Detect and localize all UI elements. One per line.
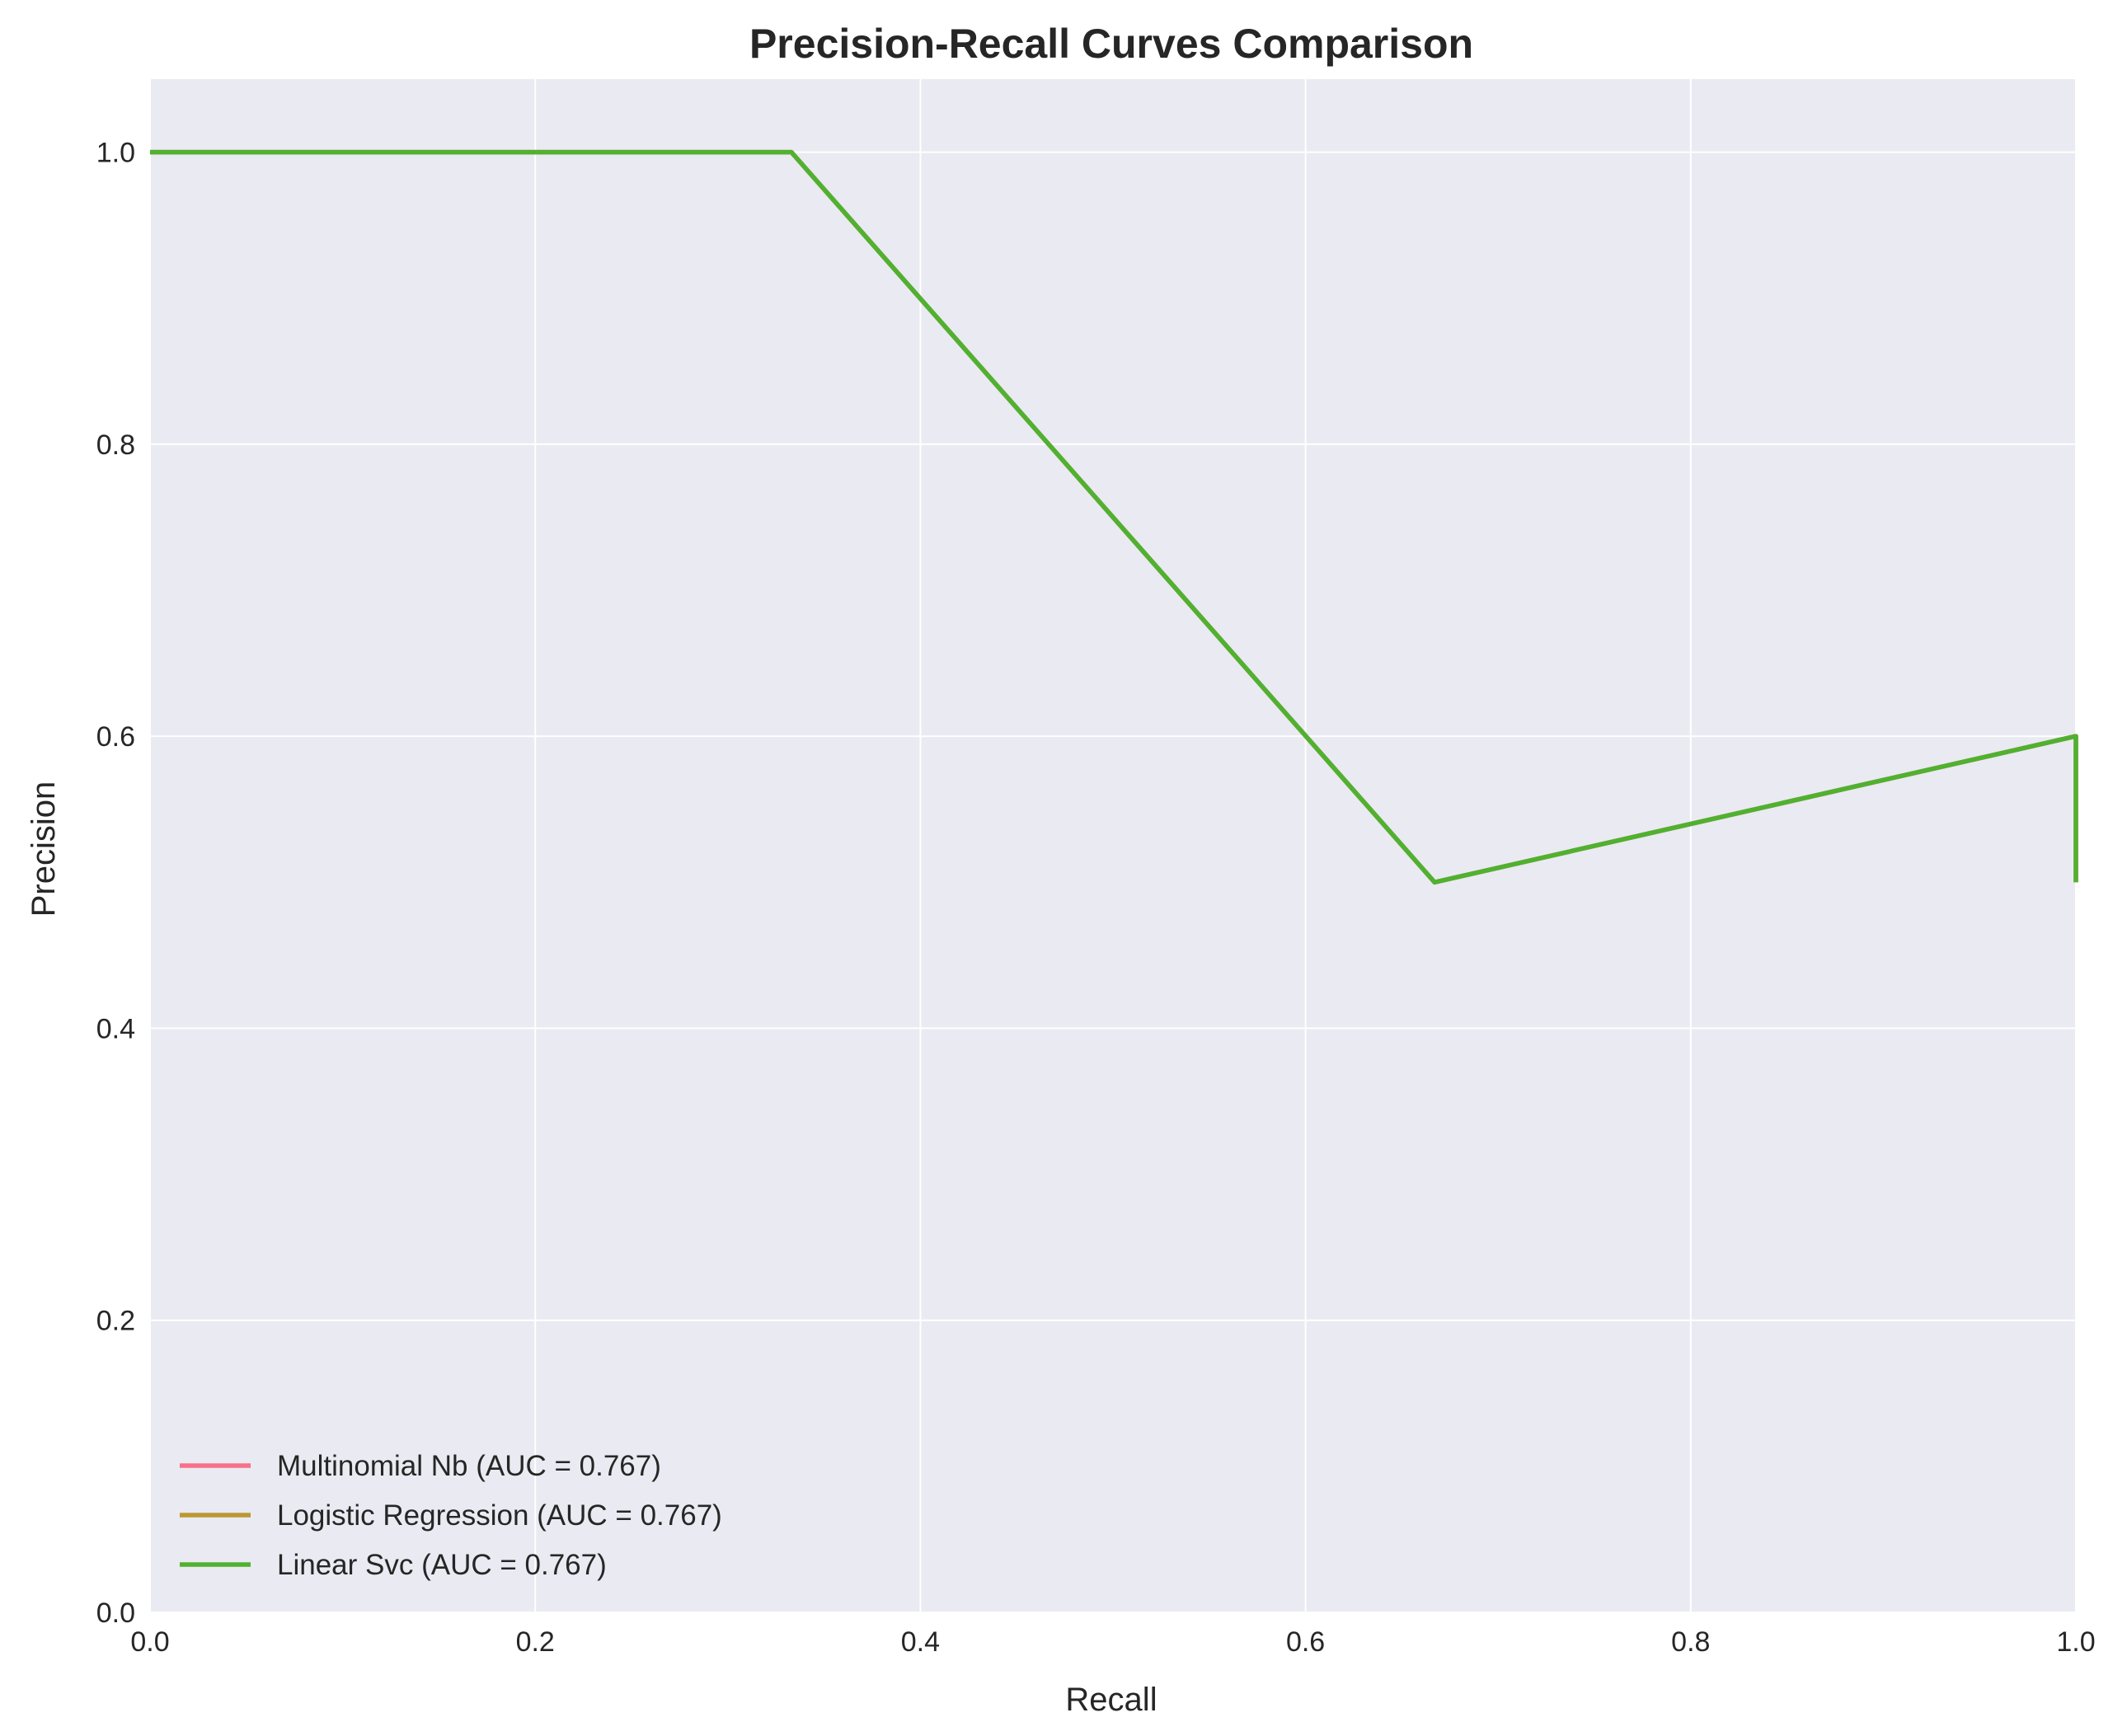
- y-tick-label: 0.6: [96, 721, 135, 753]
- x-tick-label: 0.6: [1286, 1626, 1325, 1658]
- y-tick-label: 0.0: [96, 1598, 135, 1629]
- x-tick-label: 1.0: [2056, 1626, 2095, 1658]
- y-tick-label: 0.4: [96, 1013, 135, 1044]
- legend: Multinomial Nb (AUC = 0.767) Logistic Reg…: [180, 1450, 722, 1581]
- x-tick-labels: 0.0 0.2 0.4 0.6 0.8 1.0: [130, 1626, 2095, 1658]
- y-tick-label: 1.0: [96, 138, 135, 169]
- legend-entry-label: Logistic Regression (AUC = 0.767): [277, 1499, 722, 1532]
- chart-title: Precision-Recall Curves Comparison: [749, 21, 1473, 67]
- x-axis-label: Recall: [1065, 1682, 1157, 1718]
- y-tick-label: 0.2: [96, 1306, 135, 1337]
- y-tick-label: 0.8: [96, 429, 135, 461]
- legend-entry-label: Multinomial Nb (AUC = 0.767): [277, 1450, 661, 1482]
- series-lines: [150, 149, 2078, 885]
- y-axis-label: Precision: [26, 781, 62, 917]
- x-tick-label: 0.0: [130, 1626, 169, 1658]
- y-tick-labels: 0.0 0.2 0.4 0.6 0.8 1.0: [96, 138, 135, 1629]
- x-tick-label: 0.8: [1671, 1626, 1710, 1658]
- series-line-3: [150, 149, 2078, 885]
- grid-lines: [149, 79, 2077, 1613]
- legend-entry-label: Linear Svc (AUC = 0.767): [277, 1549, 607, 1581]
- x-tick-label: 0.4: [901, 1626, 940, 1658]
- x-tick-label: 0.2: [516, 1626, 555, 1658]
- plot-area: [150, 79, 2076, 1612]
